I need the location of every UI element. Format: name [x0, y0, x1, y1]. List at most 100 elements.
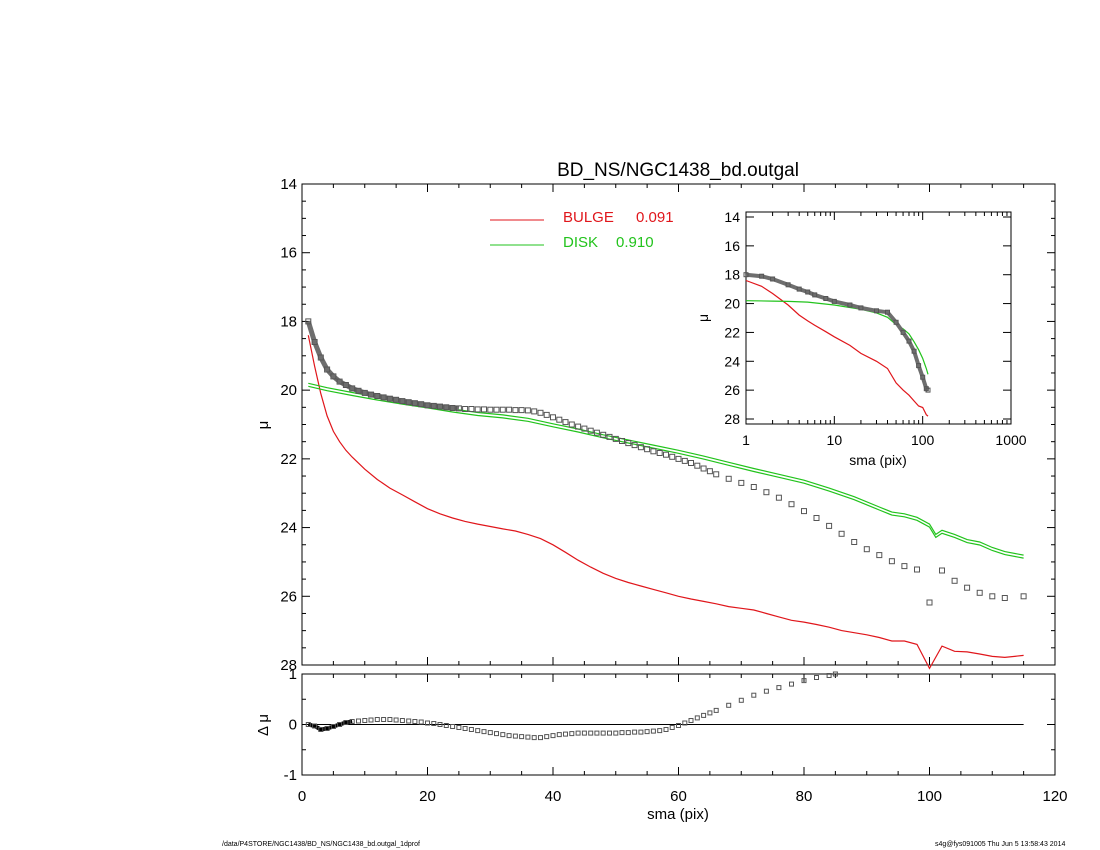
inset-data-point-1 [759, 273, 765, 279]
residual-point-61 [688, 718, 694, 723]
main-data-point-58 [669, 453, 676, 460]
residual-point-4 [330, 724, 336, 729]
residual-point-48 [607, 730, 612, 736]
main-series [305, 318, 1027, 670]
inset-data-band [745, 272, 930, 392]
main-data-point-40 [556, 416, 563, 423]
residual-point-58 [669, 725, 675, 730]
residual-point-47 [600, 730, 606, 736]
main-data-point-24 [455, 405, 462, 412]
residual-point-52 [632, 729, 638, 735]
residual-point-16 [406, 718, 412, 724]
residual-point-32 [506, 733, 512, 739]
resid-xtick-label-6: 120 [1042, 788, 1067, 805]
main-data-point-83 [939, 567, 945, 574]
inset-ytick-label-4: 22 [724, 324, 740, 340]
residual-point-24 [456, 725, 462, 730]
residual-y-ticks: 1 0 -1 [284, 666, 1055, 784]
main-data-point-77 [863, 546, 870, 553]
residual-point-64 [707, 710, 713, 716]
main-data-point-60 [681, 457, 688, 464]
inset-xtick-label-0: 1 [742, 432, 750, 448]
inset-x-ticks: 1 10 100 1000 [742, 212, 1027, 448]
residual-point-6 [343, 720, 349, 725]
residual-point-26 [468, 727, 474, 732]
inset-y-ticks: 14 16 18 20 22 24 26 28 [724, 209, 1011, 427]
resid-xtick-label-5: 100 [917, 788, 942, 805]
residual-point-46 [594, 730, 600, 736]
main-data-point-9 [361, 389, 368, 396]
residual-point-33 [512, 733, 518, 739]
main-data-point-85 [964, 584, 971, 591]
inset-data-point-5 [805, 289, 811, 295]
main-y-ticks: 14 16 18 20 22 24 26 28 [280, 176, 1055, 674]
resid-xtick-label-2: 40 [545, 788, 562, 805]
inset-bulge-line [745, 279, 929, 417]
main-data-point-54 [644, 446, 651, 453]
main-data-point-35 [524, 407, 531, 414]
inset-ytick-label-2: 18 [724, 267, 740, 283]
inset-data-point-15 [906, 338, 912, 344]
residual-point-63 [701, 712, 707, 718]
residual-point-14 [393, 717, 399, 723]
main-x-ticks [301, 184, 1056, 665]
main-data-point-43 [575, 423, 582, 430]
residual-point-3 [324, 726, 330, 731]
main-data-point-44 [581, 425, 588, 432]
main-data-point-7 [349, 385, 356, 392]
main-data-point-10 [368, 391, 374, 398]
residual-point-8 [356, 718, 361, 724]
residual-panel: Δ μ sma (pix) 10-1 0 20 40 60 80 100 120 [255, 666, 1068, 823]
residual-point-30 [494, 731, 499, 737]
residual-point-42 [569, 731, 575, 737]
main-data-point-2 [317, 354, 324, 361]
residual-point-35 [525, 734, 531, 740]
residual-x-axis-label: sma (pix) [647, 806, 709, 823]
main-data-point-29 [487, 406, 494, 413]
main-data-point-55 [650, 448, 657, 455]
inset-ytick-label-1: 16 [724, 238, 740, 254]
main-data-point-63 [700, 465, 707, 472]
chart-title: BD_NS/NGC1438_bd.outgal [557, 160, 799, 181]
main-data-point-76 [851, 539, 858, 545]
main-data-point-11 [374, 393, 381, 399]
main-data-point-73 [813, 515, 820, 521]
resid-ytick-label-0: 1 [289, 666, 297, 683]
main-data-point-50 [619, 438, 625, 444]
main-data-point-14 [393, 396, 400, 403]
main-data-point-34 [518, 407, 525, 414]
legend-disk-name: DISK [563, 234, 598, 251]
residual-point-67 [738, 697, 744, 703]
residual-point-70 [776, 685, 782, 691]
main-data-point-33 [512, 407, 519, 414]
inset-data-point-17 [916, 363, 922, 369]
inset-data-point-10 [858, 305, 864, 311]
inset-xtick-label-1: 10 [827, 432, 843, 448]
residual-point-2 [318, 727, 324, 732]
resid-xtick-label-3: 60 [670, 788, 687, 805]
inset-data-point-9 [847, 302, 853, 308]
residual-point-5 [337, 722, 343, 727]
main-data-point-32 [506, 406, 513, 413]
main-ytick-label-1: 16 [280, 245, 297, 262]
main-panel: BD_NS/NGC1438_bd.outgal μ 14 16 18 20 22 24 26… [255, 160, 1056, 674]
main-bulge-line [307, 335, 1024, 670]
legend-bulge-name: BULGE [563, 209, 614, 226]
residual-point-12 [381, 717, 387, 722]
main-data-point-69 [763, 489, 770, 496]
main-data-point-79 [888, 558, 895, 565]
residual-point-68 [751, 692, 757, 698]
footer-file-path: /data/P4STORE/NGC1438/BD_NS/NGC1438_bd.o… [222, 841, 420, 848]
inset-plot-frame [745, 211, 1012, 425]
main-data-point-78 [876, 552, 883, 559]
residual-point-18 [418, 719, 424, 725]
main-data-point-12 [380, 394, 387, 401]
residual-point-74 [826, 673, 832, 678]
residual-point-55 [650, 728, 656, 734]
main-y-axis-label: μ [255, 421, 272, 430]
main-data-point-53 [637, 444, 644, 451]
main-ytick-label-7: 28 [280, 657, 297, 674]
main-data-point-46 [593, 429, 600, 436]
residual-point-49 [613, 730, 619, 736]
